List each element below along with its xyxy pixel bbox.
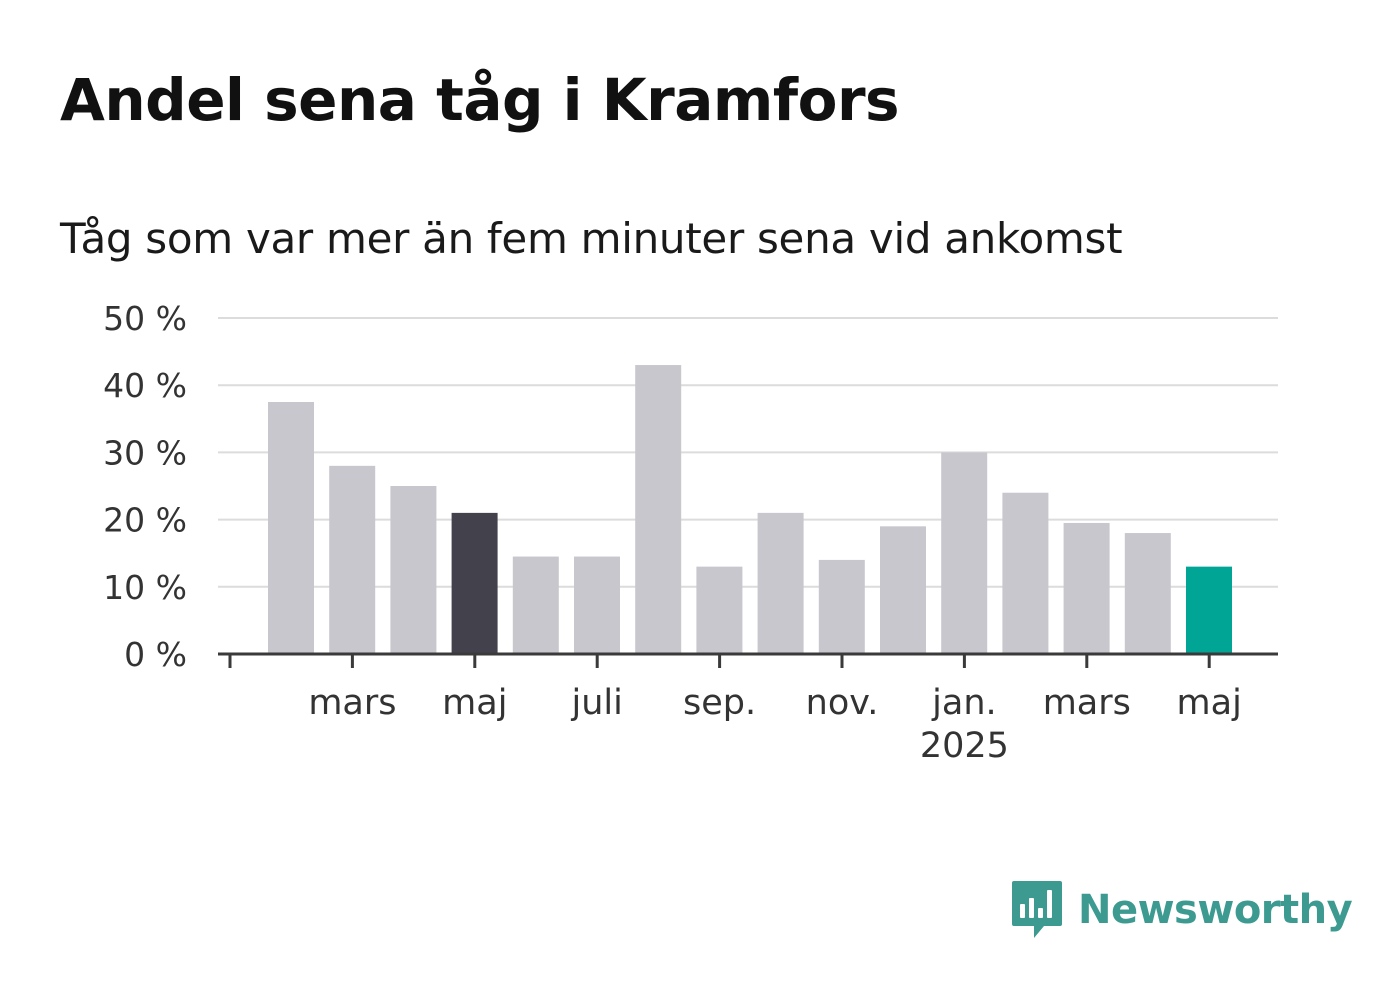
bar — [818, 559, 865, 654]
x-tick-year-label: 2025 — [920, 726, 1009, 766]
bar — [512, 556, 559, 654]
y-tick-label: 20 % — [103, 501, 187, 540]
bar — [941, 452, 988, 654]
newsworthy-logo-icon — [1012, 881, 1062, 938]
bar — [757, 512, 804, 654]
brand-logo: Newsworthy — [1010, 878, 1353, 942]
brand-name: Newsworthy — [1078, 887, 1353, 933]
y-tick-label: 0 % — [124, 635, 187, 674]
bar — [574, 556, 620, 654]
chart-subtitle: Tåg som var mer än fem minuter sena vid … — [60, 214, 1123, 263]
y-tick-label: 40 % — [103, 366, 187, 405]
x-tick-label: sep. — [683, 683, 756, 723]
bar — [1186, 566, 1232, 654]
bar — [1124, 533, 1171, 654]
bar — [390, 486, 437, 654]
bar — [880, 526, 926, 654]
y-tick-label: 50 % — [103, 299, 187, 338]
x-tick-label: nov. — [806, 683, 879, 723]
y-tick-label: 10 % — [103, 568, 187, 607]
x-tick-label: juli — [571, 683, 623, 723]
bar — [635, 365, 682, 654]
x-tick-label: mars — [308, 683, 396, 723]
x-tick-label: maj — [442, 683, 507, 723]
bar — [1063, 522, 1110, 654]
x-tick-label: mars — [1043, 683, 1131, 723]
bar — [329, 465, 376, 654]
bar — [1002, 492, 1049, 654]
x-tick-label: jan. — [931, 683, 996, 723]
bar — [268, 402, 314, 654]
bar — [696, 566, 743, 654]
y-tick-label: 30 % — [103, 433, 187, 472]
chart-title: Andel sena tåg i Kramfors — [60, 66, 900, 134]
bar — [451, 512, 498, 654]
x-tick-label: maj — [1177, 683, 1242, 723]
